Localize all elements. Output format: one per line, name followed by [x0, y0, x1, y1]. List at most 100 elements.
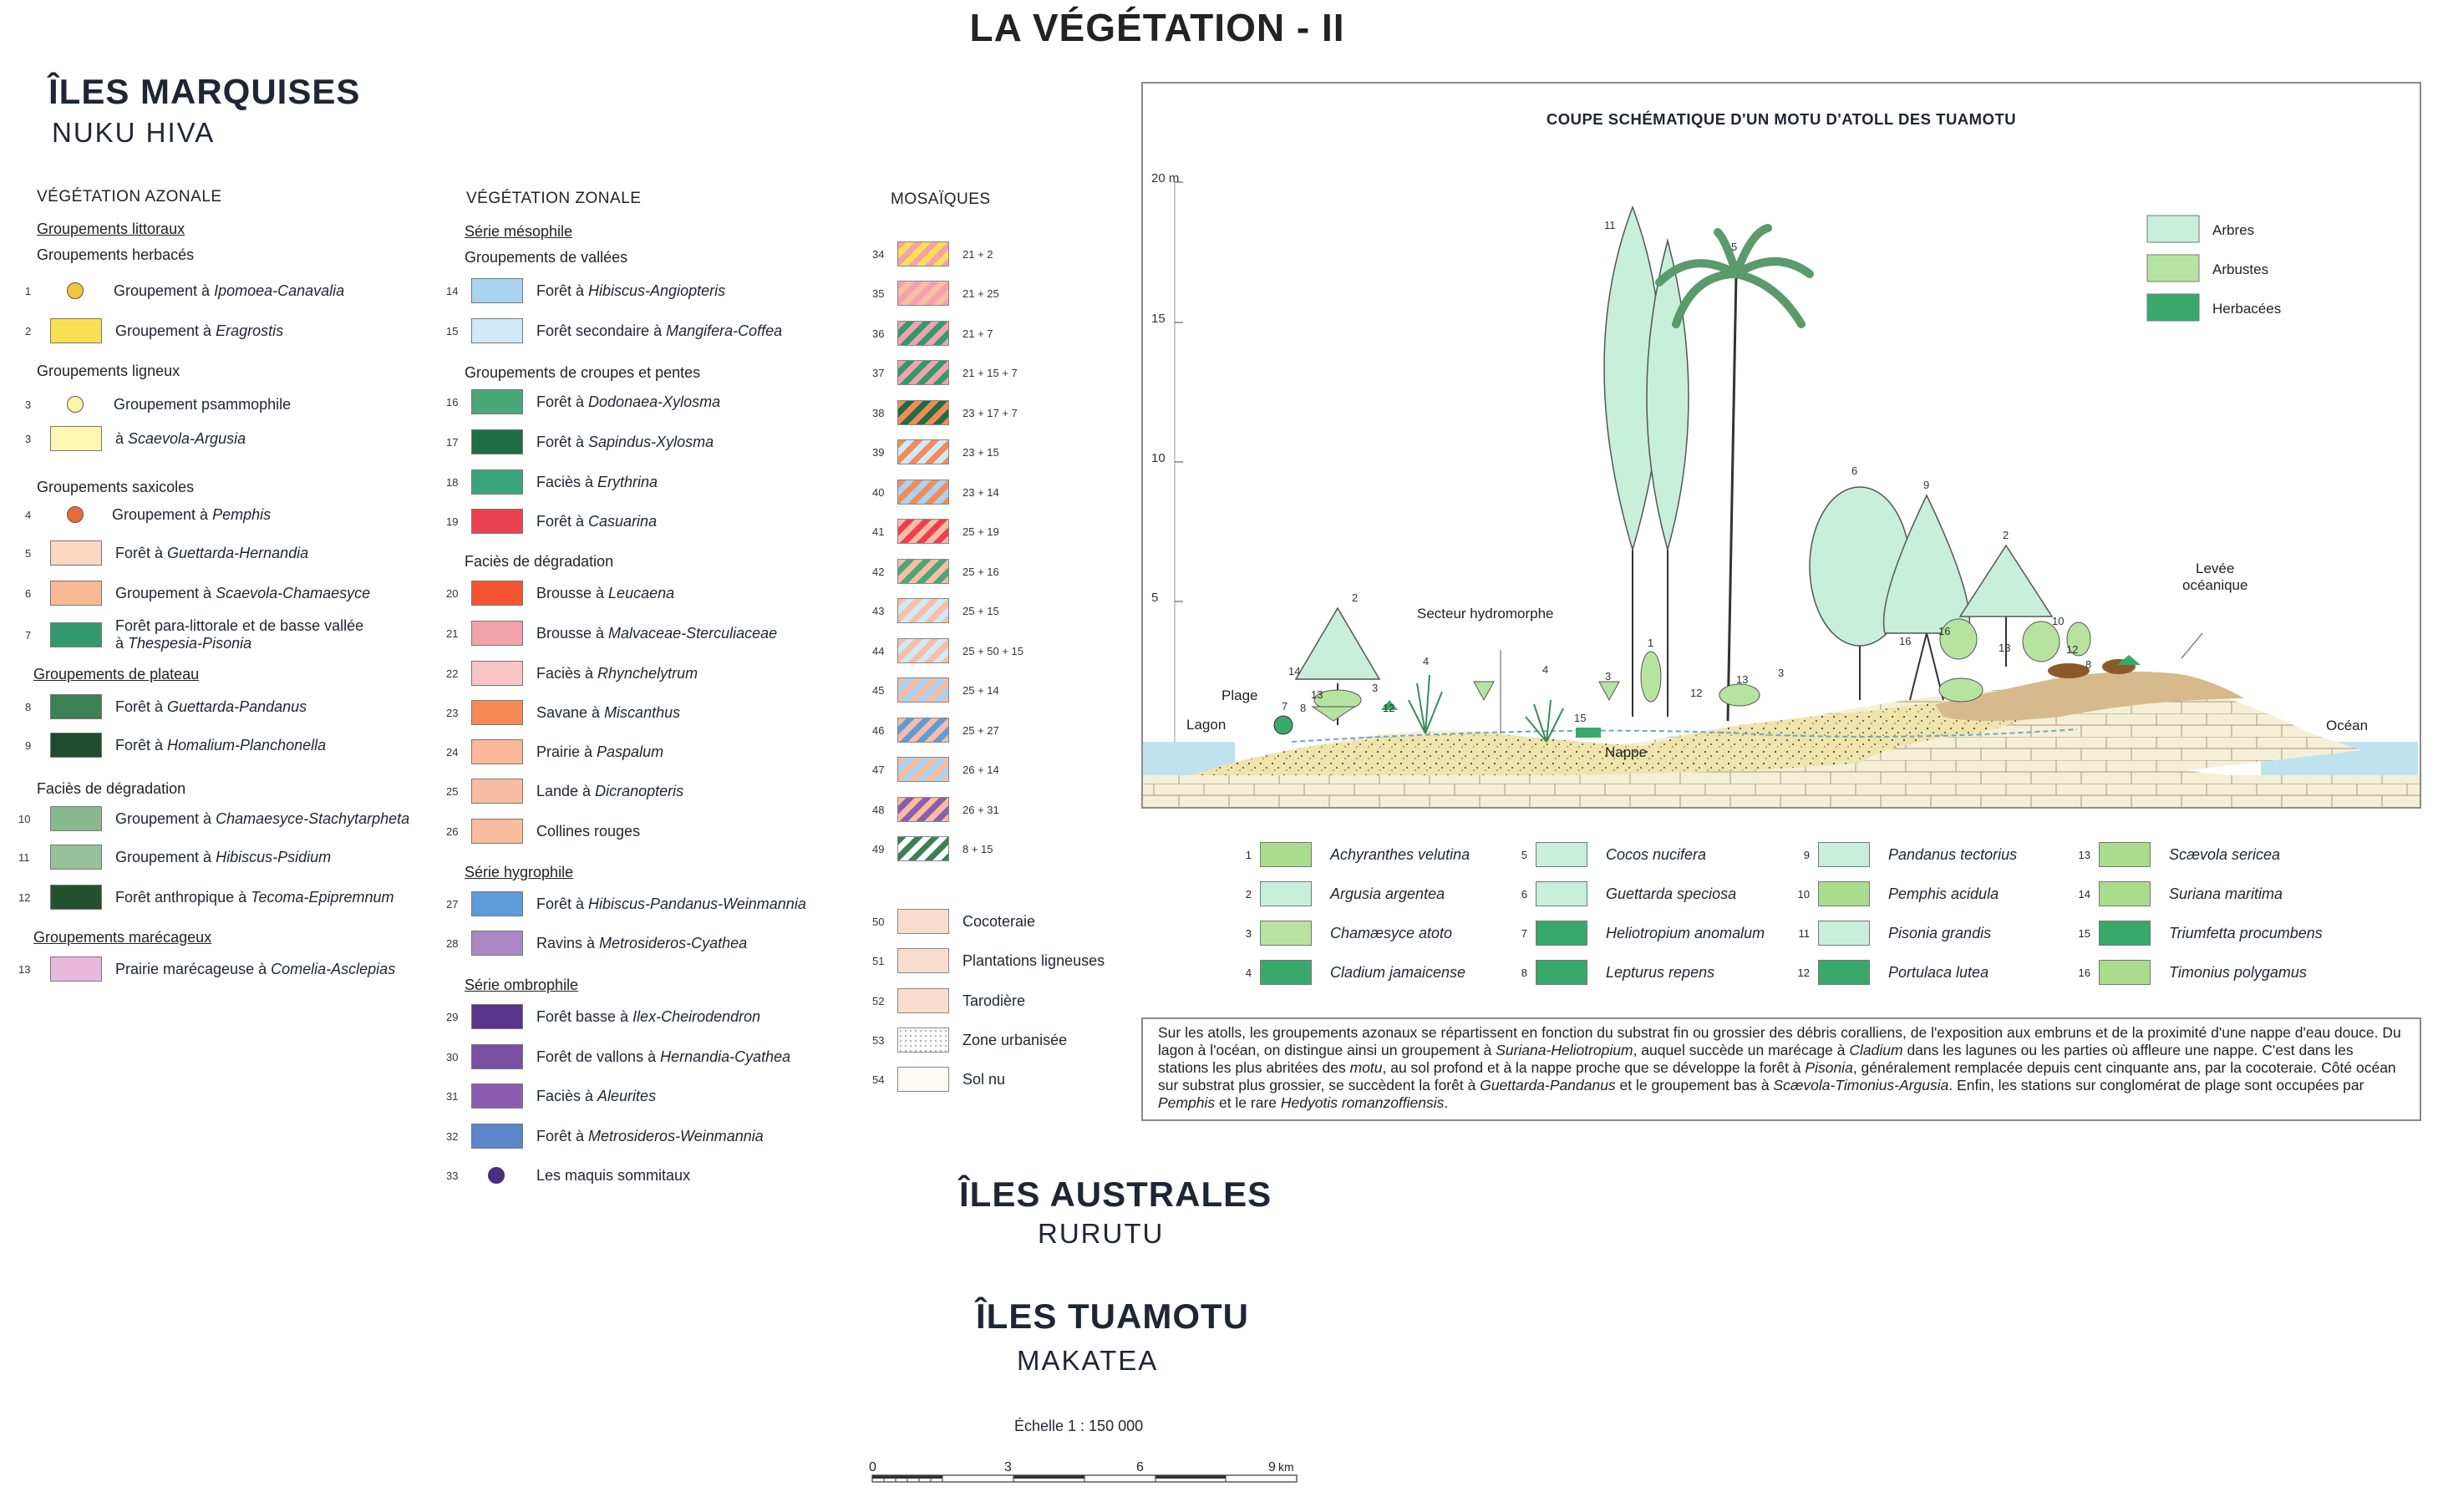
tree-num: 1 — [1648, 637, 1653, 649]
species-item-9: 9 Pandanus tectorius — [1790, 840, 2017, 869]
argusia-shrub — [1958, 544, 2054, 667]
species-item-10: 10 Pemphis acidula — [1790, 880, 1999, 908]
scale-tick: 9 — [1268, 1460, 1276, 1474]
legend-swatch — [471, 581, 523, 606]
legend-item-33: 33 Les maquis sommitaux — [446, 1166, 691, 1184]
legend-swatch — [471, 819, 523, 844]
species-number: 2 — [1245, 887, 1252, 901]
mosaic-item-48: 48 26 + 31 — [872, 794, 999, 824]
landuse-number: 54 — [872, 1073, 885, 1086]
group-littoraux: Groupements littoraux — [37, 221, 185, 237]
species-number: 16 — [2078, 966, 2090, 979]
landuse-swatch — [897, 1027, 949, 1053]
mosaic-number: 42 — [872, 565, 885, 578]
group-croupes: Groupements de croupes et pentes — [465, 364, 701, 381]
legend-item-17: 17 Forêt à Sapindus-Xylosma — [446, 427, 714, 457]
mosaic-swatch — [897, 400, 949, 425]
legend-swatch — [471, 278, 523, 303]
mosaic-swatch — [897, 757, 949, 782]
mosaic-code: 21 + 15 + 7 — [962, 366, 1018, 379]
species-name: Suriana maritima — [2169, 885, 2283, 902]
mosaic-item-41: 41 25 + 19 — [872, 516, 999, 546]
group-saxicoles: Groupements saxicoles — [37, 479, 195, 495]
legend-item-30: 30 Forêt de vallons à Hernandia-Cyathea — [446, 1042, 790, 1072]
legend-item-1: 1 Groupement à Ipomoea-Canavalia — [25, 282, 345, 299]
legend-item-27: 27 Forêt à Hibiscus-Pandanus-Weinmannia — [446, 889, 806, 919]
mosaic-swatch — [897, 241, 949, 266]
species-name: Lepturus repens — [1606, 963, 1715, 981]
tree-num: 12 — [1383, 702, 1394, 714]
mosaic-number: 48 — [872, 803, 885, 816]
levee-pointer — [2181, 632, 2203, 659]
species-number: 5 — [1521, 848, 1527, 861]
mosaic-swatch — [897, 638, 949, 663]
landuse-swatch — [897, 909, 949, 934]
legend-swatch — [50, 581, 102, 606]
legend-swatch — [471, 1044, 523, 1069]
landuse-label: Tarodière — [962, 992, 1026, 1009]
species-name: Pemphis acidula — [1888, 885, 1999, 902]
species-number: 12 — [1797, 966, 1810, 979]
other-landuse-51: 51 Plantations ligneuses — [872, 946, 1105, 976]
legend-item-11: 11 Groupement à Hibiscus-Psidium — [18, 842, 331, 872]
mosaic-code: 25 + 27 — [962, 723, 999, 737]
tree-num: 2 — [1352, 591, 1358, 604]
species-swatch — [1536, 881, 1587, 906]
tree-num: 5 — [1731, 241, 1737, 253]
mosaic-code: 25 + 19 — [962, 525, 999, 538]
tree-num: 16 — [1938, 625, 1950, 637]
tree-num: 4 — [1542, 663, 1548, 676]
region-subtitle-makatea: MAKATEA — [1017, 1345, 1159, 1376]
sand-layer — [1191, 690, 2102, 775]
legend-item-25: 25 Lande à Dicranopteris — [446, 776, 683, 806]
group-degradation-1: Faciès de dégradation — [37, 780, 186, 797]
y-axis-ticks — [1175, 181, 1183, 602]
landuse-swatch — [897, 1067, 949, 1092]
mosaic-number: 46 — [872, 723, 885, 737]
legend-dot — [488, 1167, 505, 1184]
legend-item-19: 19 Forêt à Casuarina — [446, 506, 657, 536]
mosaic-swatch — [897, 718, 949, 743]
mosaic-number: 39 — [872, 445, 885, 459]
legend-swatch — [471, 509, 523, 534]
species-name: Argusia argentea — [1330, 885, 1445, 902]
species-swatch — [1818, 881, 1870, 906]
landuse-label: Cocoteraie — [962, 912, 1036, 930]
legend-swatch — [471, 1004, 523, 1029]
legend-item-20: 20 Brousse à Leucaena — [446, 578, 674, 608]
landuse-swatch — [897, 988, 949, 1013]
region-subtitle-nuku-hiva: NUKU HIVA — [52, 117, 216, 148]
legend-swatch — [50, 318, 102, 343]
col3-heading: MOSAÏQUES — [891, 190, 991, 208]
y-tick-label: 20 m — [1151, 171, 1179, 185]
species-swatch — [1260, 881, 1312, 906]
scale-tick: 6 — [1136, 1460, 1144, 1474]
grass-tufts — [1408, 674, 1564, 743]
mosaic-item-38: 38 23 + 17 + 7 — [872, 398, 1018, 428]
tree-num: 8 — [2085, 658, 2091, 671]
scale-label: Échelle 1 : 150 000 — [1014, 1418, 1144, 1434]
species-number: 6 — [1521, 887, 1527, 901]
landuse-label: Sol nu — [962, 1070, 1006, 1088]
legend-arbres: Arbres — [2212, 222, 2254, 238]
legend-swatch — [50, 956, 102, 982]
legend-item-24: 24 Prairie à Paspalum — [446, 737, 663, 767]
species-item-6: 6 Guettarda speciosa — [1507, 880, 1736, 908]
map-title: LA VÉGÉTATION - II — [969, 6, 1345, 49]
y-tick-label: 15 — [1151, 312, 1166, 326]
species-item-8: 8 Lepturus repens — [1507, 958, 1714, 987]
legend-swatch — [471, 931, 523, 956]
mosaic-swatch — [897, 598, 949, 623]
label-nappe: Nappe — [1605, 744, 1647, 760]
legend-item-32: 32 Forêt à Metrosideros-Weinmannia — [446, 1121, 764, 1151]
group-plateau: Groupements de plateau — [33, 666, 200, 682]
species-swatch — [1536, 921, 1587, 946]
legend-swatch — [50, 426, 102, 451]
tree-num: 4 — [1423, 655, 1429, 667]
species-name: Cladium jamaicense — [1330, 963, 1466, 981]
species-number: 1 — [1245, 848, 1252, 861]
label-plage: Plage — [1222, 688, 1257, 703]
tree-num: 2 — [2003, 529, 2009, 541]
scale-tick: 0 — [869, 1460, 876, 1474]
mosaic-item-35: 35 21 + 25 — [872, 278, 999, 308]
